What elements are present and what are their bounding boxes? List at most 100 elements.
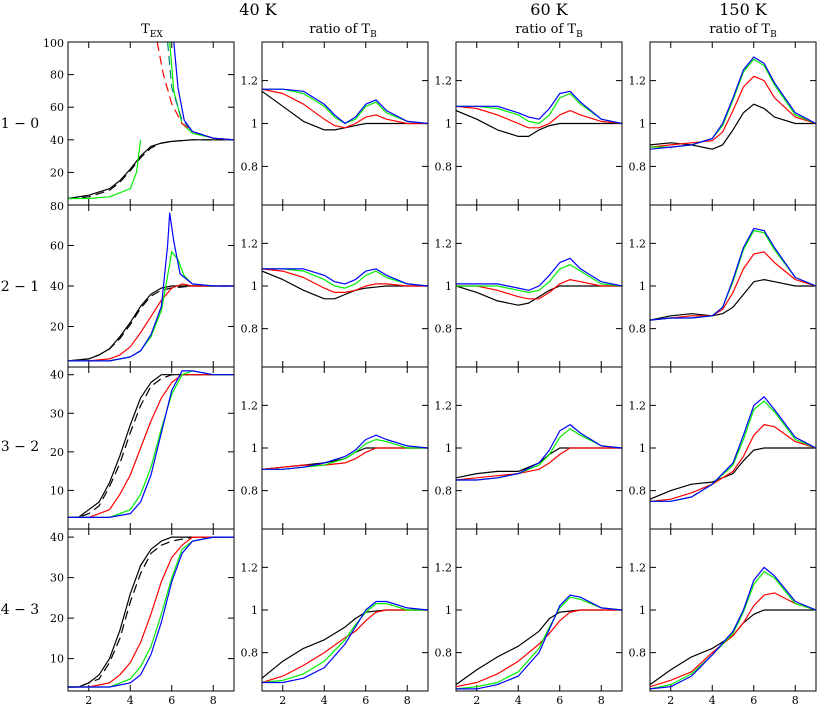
series-ratio-60k-row-4-red-1 — [456, 609, 622, 688]
x-tick-label-ratio-60k-row-4-2: 6 — [556, 694, 563, 706]
panel-ratio-40k-row-4: 0.8 1 1.2 2 4 6 8 — [241, 528, 429, 706]
series-tex-row-3-black-0 — [68, 374, 234, 519]
series-ratio-40k-row-3-red-1 — [262, 447, 428, 470]
panel-title-ratio-60k-main: ratio of T — [515, 22, 576, 37]
series-ratio-150k-row-4-red-1 — [650, 592, 816, 688]
y-tick-label-ratio-40k-row-3-1: 1 — [251, 442, 258, 455]
series-ratio-150k-row-3-blue-3 — [650, 396, 816, 502]
series-tex-row-3-green-3 — [68, 370, 234, 519]
series-ratio-60k-row-2-green-2 — [456, 264, 622, 293]
y-tick-label-ratio-40k-row-3-2: 1.2 — [241, 399, 259, 412]
y-tick-label-tex-row-2-2: 60 — [50, 240, 64, 253]
series-tex-row-3-red-2 — [68, 374, 234, 519]
y-tick-label-ratio-150k-row-3-1: 1 — [639, 442, 646, 455]
y-tick-label-ratio-60k-row-2-2: 1.2 — [435, 237, 453, 250]
y-tick-label-ratio-60k-row-4-2: 1.2 — [435, 561, 453, 574]
series-tex-row-3-black-1 — [68, 374, 234, 519]
frame-ratio-60k-row-4 — [455, 528, 623, 692]
series-group-ratio-40k-row-2 — [262, 268, 428, 300]
y-tick-label-ratio-60k-row-2-0: 0.8 — [435, 323, 453, 336]
y-tick-label-ratio-40k-row-4-1: 1 — [251, 604, 258, 617]
figure-titles: 40 K 60 K 150 K TEX ratio of TB ratio of… — [1, 0, 777, 618]
y-tick-label-ratio-150k-row-3-0: 0.8 — [629, 485, 647, 498]
series-ratio-60k-row-4-green-2 — [456, 596, 622, 690]
panel-ratio-150k-row-3: 0.8 1 1.2 — [629, 366, 817, 530]
series-tex-row-2-blue-4 — [68, 212, 234, 362]
series-tex-row-4-black-1 — [68, 536, 234, 688]
y-tick-label-tex-row-1-0: 20 — [50, 166, 64, 179]
series-ratio-150k-row-1-red-1 — [650, 75, 816, 148]
series-ratio-150k-row-2-red-1 — [650, 251, 816, 321]
panel-title-ratio-60k: ratio of TB — [515, 22, 583, 40]
column-title-40k: 40 K — [239, 0, 277, 19]
frame-ratio-150k-row-1 — [649, 41, 817, 206]
panel-title-ratio-150k-main: ratio of T — [709, 22, 770, 37]
panel-ratio-60k-row-3: 0.8 1 1.2 — [435, 366, 623, 530]
y-tick-label-tex-row-1-2: 60 — [50, 101, 64, 114]
series-group-ratio-40k-row-3 — [262, 434, 428, 470]
series-group-tex-row-3 — [68, 370, 234, 519]
y-tick-label-tex-row-1-1: 40 — [50, 134, 64, 147]
series-ratio-40k-row-4-red-1 — [262, 609, 428, 684]
series-ratio-60k-row-1-black-0 — [456, 110, 622, 137]
series-ratio-60k-row-3-blue-3 — [456, 424, 622, 481]
y-tick-label-ratio-60k-row-1-2: 1.2 — [435, 75, 453, 88]
x-tick-label-ratio-40k-row-4-3: 8 — [404, 694, 411, 706]
series-tex-row-1-green-3 — [169, 42, 234, 141]
y-tick-label-tex-row-1-4: 100 — [43, 37, 64, 50]
series-group-ratio-150k-row-1 — [650, 56, 816, 150]
frame-ratio-150k-row-4 — [649, 528, 817, 692]
series-ratio-40k-row-4-blue-3 — [262, 600, 428, 684]
panel-title-tex: TEX — [141, 22, 163, 40]
y-tick-label-ratio-40k-row-4-2: 1.2 — [241, 561, 259, 574]
series-tex-row-2-black-0 — [68, 285, 234, 362]
panel-ratio-150k-row-2: 0.8 1 1.2 — [629, 204, 817, 368]
series-ratio-150k-row-1-green-2 — [650, 58, 816, 148]
panel-title-ratio-40k: ratio of TB — [309, 22, 377, 40]
series-group-ratio-150k-row-3 — [650, 396, 816, 502]
series-ratio-150k-row-3-red-1 — [650, 424, 816, 502]
panel-ratio-150k-row-1: 0.8 1 1.2 — [629, 41, 817, 206]
y-tick-label-ratio-40k-row-2-0: 0.8 — [241, 323, 259, 336]
y-tick-label-ratio-60k-row-1-0: 0.8 — [435, 160, 453, 173]
frame-tex-row-1 — [67, 41, 235, 206]
series-ratio-40k-row-2-red-1 — [262, 268, 428, 293]
panel-ratio-150k-row-4: 0.8 1 1.2 2 4 6 8 — [629, 528, 817, 706]
panel-ratio-40k-row-1: 0.8 1 1.2 — [241, 41, 429, 206]
x-tick-label-tex-row-4-0: 2 — [85, 694, 92, 706]
series-group-ratio-60k-row-4 — [456, 594, 622, 690]
x-tick-label-ratio-150k-row-4-2: 6 — [750, 694, 757, 706]
panel-ratio-40k-row-2: 0.8 1 1.2 — [241, 204, 429, 368]
y-tick-label-ratio-60k-row-2-1: 1 — [445, 280, 452, 293]
x-tick-label-ratio-40k-row-4-2: 6 — [362, 694, 369, 706]
frame-ratio-150k-row-2 — [649, 204, 817, 368]
frame-tex-row-4 — [67, 528, 235, 692]
row-label-3-2: 3 − 2 — [1, 439, 39, 455]
panel-ratio-60k-row-4: 0.8 1 1.2 2 4 6 8 — [435, 528, 623, 706]
series-ratio-60k-row-4-blue-3 — [456, 594, 622, 690]
row-label-2-1: 2 − 1 — [1, 279, 39, 295]
series-tex-row-1-black-1 — [68, 139, 234, 200]
y-tick-label-tex-row-4-1: 20 — [50, 612, 64, 625]
y-tick-label-ratio-60k-row-4-0: 0.8 — [435, 647, 453, 660]
series-ratio-40k-row-3-green-2 — [262, 438, 428, 470]
series-group-tex-row-4 — [68, 536, 234, 688]
series-group-ratio-60k-row-1 — [456, 90, 622, 137]
y-tick-label-tex-row-2-0: 20 — [50, 321, 64, 334]
panel-title-tex-main: T — [141, 22, 150, 37]
y-tick-label-ratio-150k-row-4-1: 1 — [639, 604, 646, 617]
series-ratio-150k-row-1-blue-3 — [650, 56, 816, 150]
y-tick-label-tex-row-2-3: 80 — [50, 200, 64, 213]
x-tick-label-ratio-60k-row-4-0: 2 — [473, 694, 480, 706]
y-tick-label-tex-row-2-1: 40 — [50, 280, 64, 293]
y-tick-label-ratio-40k-row-1-0: 0.8 — [241, 160, 259, 173]
series-ratio-150k-row-2-black-0 — [650, 279, 816, 321]
y-tick-label-ratio-60k-row-3-1: 1 — [445, 442, 452, 455]
series-ratio-150k-row-4-blue-3 — [650, 566, 816, 690]
frame-ratio-40k-row-4 — [261, 528, 429, 692]
y-tick-label-tex-row-4-2: 30 — [50, 572, 64, 585]
y-tick-label-tex-row-3-1: 20 — [50, 446, 64, 459]
y-tick-label-ratio-40k-row-1-1: 1 — [251, 118, 258, 131]
series-group-tex-row-2 — [68, 212, 234, 362]
